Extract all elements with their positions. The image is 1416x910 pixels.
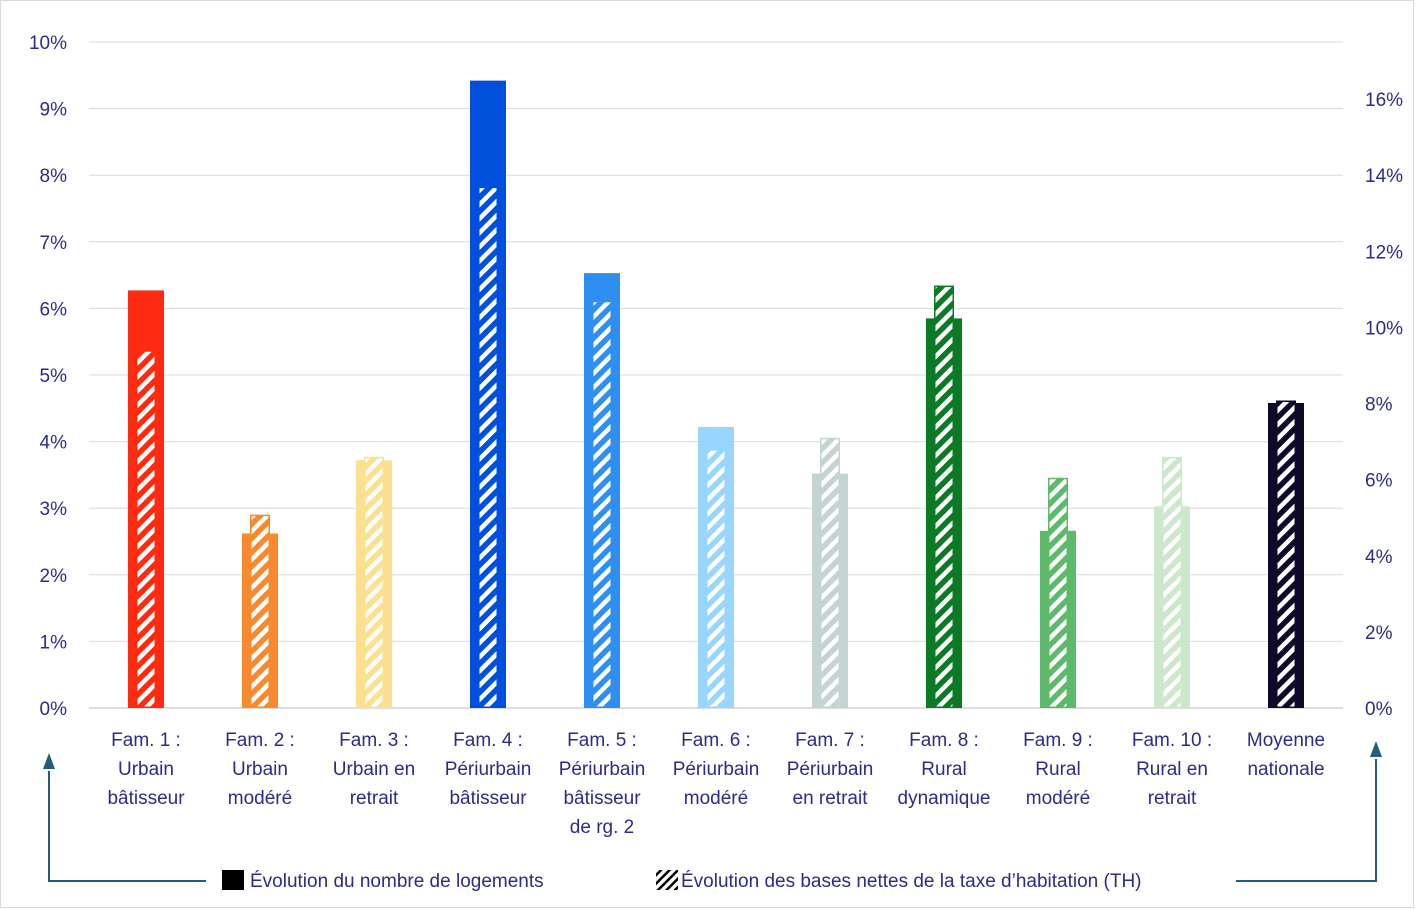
category-label: Moyenne bbox=[1247, 730, 1325, 751]
category-label: Rural bbox=[1035, 759, 1080, 780]
right-tick-label: 6% bbox=[1365, 471, 1393, 492]
category-label: Fam. 6 : bbox=[681, 730, 751, 751]
right-tick-label: 4% bbox=[1365, 547, 1393, 568]
left-tick-label: 8% bbox=[40, 166, 68, 187]
right-tick-label: 2% bbox=[1365, 623, 1393, 644]
left-tick-label: 6% bbox=[40, 299, 68, 320]
axis-arrows bbox=[43, 741, 1382, 882]
left-tick-label: 9% bbox=[40, 100, 68, 121]
bar-bases-th-hatch bbox=[1049, 479, 1067, 707]
category-label: Urbain bbox=[118, 759, 174, 780]
right-tick-label: 14% bbox=[1365, 166, 1403, 187]
right-tick-label: 10% bbox=[1365, 318, 1403, 339]
bar-series bbox=[128, 80, 1304, 709]
bar-bases-th-hatch bbox=[137, 351, 155, 707]
category-label: modéré bbox=[1026, 788, 1090, 809]
category-label: modéré bbox=[228, 788, 292, 809]
bar-bases-th-hatch bbox=[935, 287, 953, 707]
category-label: modéré bbox=[684, 788, 748, 809]
category-label: bâtisseur bbox=[107, 788, 185, 809]
bar-bases-th-hatch bbox=[479, 188, 497, 707]
legend-label-logements: Évolution du nombre de logements bbox=[250, 871, 544, 892]
category-label: Fam. 4 : bbox=[453, 730, 523, 751]
category-label: Fam. 10 : bbox=[1132, 730, 1212, 751]
right-axis-arrow bbox=[1236, 759, 1377, 882]
bar-bases-th-hatch bbox=[1163, 458, 1181, 707]
category-label: Périurbain bbox=[559, 759, 646, 780]
left-tick-label: 7% bbox=[40, 233, 68, 254]
category-label: Périurbain bbox=[787, 759, 874, 780]
right-tick-label: 12% bbox=[1365, 242, 1403, 263]
category-label: Fam. 5 : bbox=[567, 730, 637, 751]
left-axis: 0% 1% 2% 3% 4% 5% 6% 7% 8% 9% 10% bbox=[29, 33, 67, 720]
category-label: en retrait bbox=[793, 788, 869, 809]
legend-swatch-solid bbox=[222, 870, 244, 890]
left-arrow-head-icon bbox=[43, 753, 55, 769]
category-label: Fam. 8 : bbox=[909, 730, 979, 751]
right-tick-label: 16% bbox=[1365, 90, 1403, 111]
category-label: Périurbain bbox=[445, 759, 532, 780]
left-tick-label: 3% bbox=[40, 499, 68, 520]
right-arrow-head-icon bbox=[1370, 741, 1382, 757]
left-tick-label: 2% bbox=[40, 566, 68, 587]
bar-bases-th-hatch bbox=[593, 302, 611, 707]
category-label: Rural bbox=[921, 759, 966, 780]
bar-bases-th-hatch bbox=[251, 516, 269, 707]
category-label: Urbain en bbox=[333, 759, 415, 780]
right-tick-label: 0% bbox=[1365, 699, 1393, 720]
category-label: bâtisseur bbox=[449, 788, 527, 809]
category-label: Fam. 2 : bbox=[225, 730, 295, 751]
category-label: Fam. 3 : bbox=[339, 730, 409, 751]
category-labels: Fam. 1 : Urbain bâtisseur Fam. 2 : Urbain mod… bbox=[107, 730, 1325, 838]
right-axis: 0% 2% 4% 6% 8% 10% 12% 14% 16% bbox=[1365, 90, 1403, 720]
left-tick-label: 10% bbox=[29, 33, 67, 54]
legend-swatch-hatched bbox=[656, 870, 678, 890]
right-tick-label: 8% bbox=[1365, 395, 1393, 416]
category-label: Fam. 9 : bbox=[1023, 730, 1093, 751]
left-axis-arrow bbox=[48, 771, 206, 882]
left-tick-label: 0% bbox=[40, 699, 68, 720]
legend: Évolution du nombre de logements Évoluti… bbox=[222, 870, 1142, 892]
category-label: Urbain bbox=[232, 759, 288, 780]
category-label: de rg. 2 bbox=[570, 817, 634, 838]
category-label: Fam. 7 : bbox=[795, 730, 865, 751]
bar-bases-th-hatch bbox=[707, 450, 725, 707]
category-label: nationale bbox=[1247, 759, 1324, 780]
category-label: retrait bbox=[1148, 788, 1197, 809]
category-label: dynamique bbox=[898, 788, 991, 809]
category-label: Périurbain bbox=[673, 759, 760, 780]
category-label: bâtisseur bbox=[563, 788, 641, 809]
left-tick-label: 5% bbox=[40, 366, 68, 387]
left-tick-label: 4% bbox=[40, 433, 68, 454]
bar-bases-th-hatch bbox=[1277, 401, 1295, 707]
bar-bases-th-hatch bbox=[821, 439, 839, 707]
category-label: Rural en bbox=[1136, 759, 1208, 780]
legend-label-bases-th: Évolution des bases nettes de la taxe d’… bbox=[681, 871, 1142, 892]
bar-bases-th-hatch bbox=[365, 458, 383, 707]
left-tick-label: 1% bbox=[40, 632, 68, 653]
category-label: Fam. 1 : bbox=[111, 730, 181, 751]
category-label: retrait bbox=[350, 788, 399, 809]
